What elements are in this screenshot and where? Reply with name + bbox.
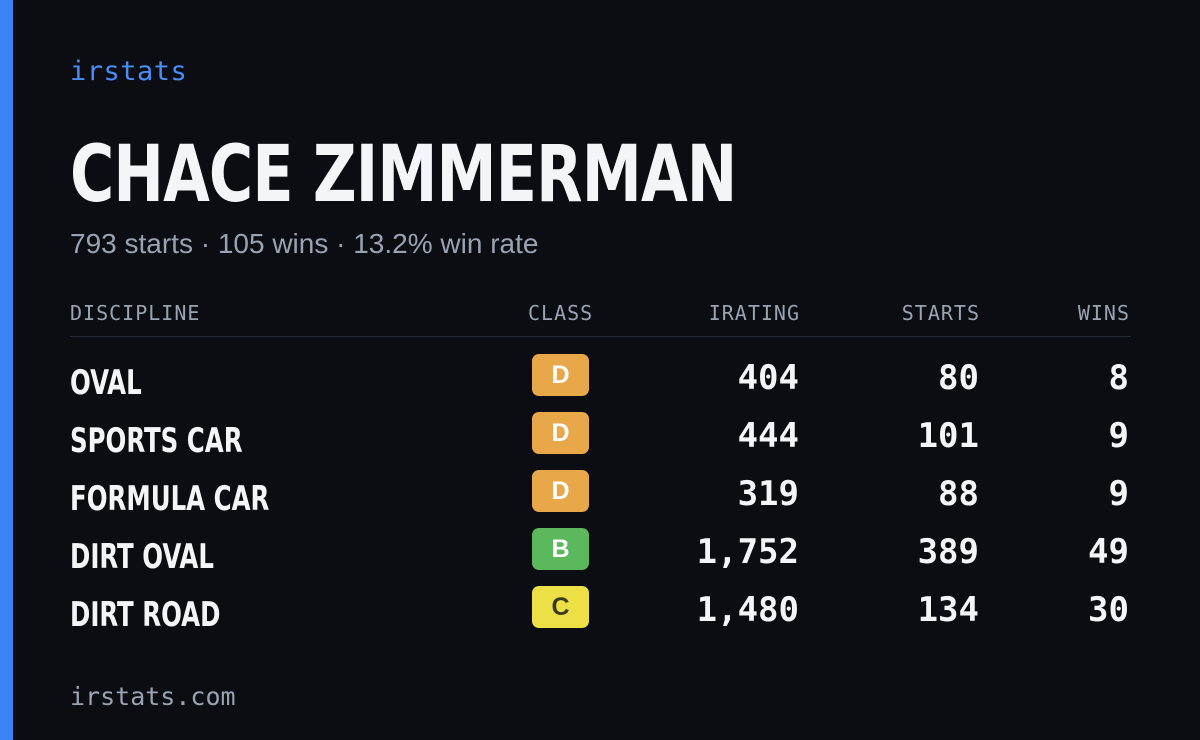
class-badge: D [532,354,589,396]
table-row: DIRT ROAD C 1,480 134 30 [70,586,1131,646]
wins-value: 9 [1108,474,1129,514]
starts-value: 88 [938,474,979,514]
irating-value: 1,480 [696,590,799,630]
table-row: DIRT OVAL B 1,752 389 49 [70,528,1131,588]
discipline-name: SPORTS CAR [70,421,243,461]
driver-summary: 793 starts · 105 wins · 13.2% win rate [70,228,539,259]
starts-value: 389 [917,532,979,572]
class-badge: D [532,470,589,512]
irating-value: 404 [737,358,799,398]
header-starts: STARTS [901,301,980,325]
header-irating: IRATING [708,301,800,325]
brand-logo[interactable]: irstats [70,56,188,87]
header-wins: WINS [1077,301,1130,325]
discipline-name: DIRT OVAL [70,537,214,577]
starts-value: 134 [917,590,979,630]
wins-value: 30 [1088,590,1129,630]
wins-value: 49 [1088,532,1129,572]
driver-name: CHACE ZIMMERMAN [70,130,737,220]
table-header: DISCIPLINE CLASS IRATING STARTS WINS [70,300,1131,337]
irating-value: 1,752 [696,532,799,572]
discipline-name: DIRT ROAD [70,595,221,635]
header-discipline: DISCIPLINE [70,301,201,325]
discipline-name: OVAL [70,363,142,403]
discipline-name: FORMULA CAR [70,479,270,519]
footer-domain[interactable]: irstats.com [70,682,236,711]
wins-value: 9 [1108,416,1129,456]
table-row: FORMULA CAR D 319 88 9 [70,470,1131,530]
starts-value: 101 [917,416,979,456]
table-row: SPORTS CAR D 444 101 9 [70,412,1131,472]
class-badge: B [532,528,589,570]
class-badge: C [532,586,589,628]
accent-bar [0,0,13,740]
class-badge: D [532,412,589,454]
irating-value: 319 [737,474,799,514]
irating-value: 444 [737,416,799,456]
starts-value: 80 [938,358,979,398]
wins-value: 8 [1108,358,1129,398]
table-row: OVAL D 404 80 8 [70,354,1131,414]
header-class: CLASS [528,301,594,325]
